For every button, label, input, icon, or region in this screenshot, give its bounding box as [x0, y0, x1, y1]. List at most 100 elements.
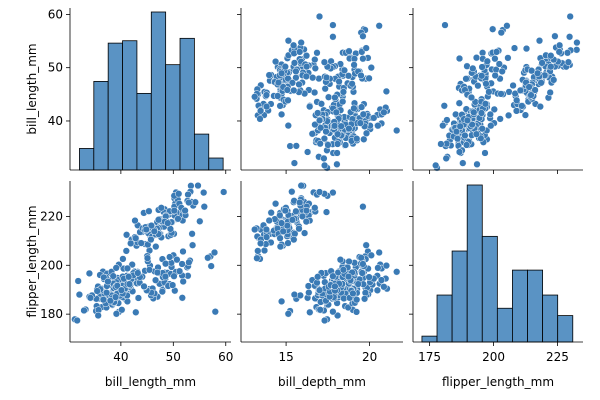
scatter-point — [491, 55, 499, 63]
scatter-point — [365, 273, 373, 281]
scatter-point — [314, 273, 322, 281]
scatter-point — [283, 86, 291, 94]
scatter-point — [367, 251, 375, 259]
scatter-point — [134, 294, 143, 302]
scatter-point — [329, 272, 337, 280]
scatter-point — [93, 287, 101, 295]
scatter-point — [537, 79, 545, 87]
scatter-point — [332, 108, 340, 116]
scatter-point — [365, 74, 373, 82]
scatter-point — [473, 160, 481, 168]
scatter-point — [210, 248, 219, 257]
scatter-point — [131, 216, 139, 225]
scatter-point — [281, 206, 289, 215]
scatter-point — [334, 130, 342, 138]
hist-bar-flipper_length_mm-6 — [512, 269, 528, 343]
scatter-point — [200, 188, 208, 197]
scatter-point — [297, 181, 305, 190]
x-axis-label-flipper_length_mm: flipper_length_mm — [442, 375, 554, 389]
hist-bar-bill_length_mm-3 — [122, 40, 138, 171]
scatter-point — [104, 277, 112, 286]
scatter-point — [288, 216, 297, 224]
scatter-point — [188, 241, 197, 249]
scatter-point — [512, 107, 521, 115]
scatter-point — [158, 287, 166, 296]
scatter-point — [188, 230, 196, 238]
scatter-point — [309, 74, 317, 82]
scatter-point — [339, 266, 348, 274]
scatter-point — [377, 276, 386, 284]
scatter-point — [316, 306, 324, 314]
scatter-point — [74, 277, 82, 285]
scatter-point — [262, 91, 271, 99]
scatter-point — [137, 239, 145, 247]
scatter-point — [256, 115, 264, 123]
hist-bar-bill_length_mm-0 — [79, 148, 95, 171]
scatter-point — [85, 269, 94, 278]
scatter-point — [393, 126, 401, 135]
scatter-point — [333, 149, 341, 157]
scatter-point — [284, 310, 292, 318]
scatter-point — [112, 264, 120, 272]
scatter-point — [142, 225, 150, 234]
scatter-point — [322, 127, 330, 136]
scatter-point — [510, 44, 519, 52]
scatter-point — [315, 286, 324, 294]
scatter-point — [573, 38, 581, 47]
scatter-point — [350, 61, 358, 69]
scatter-point — [315, 116, 324, 125]
scatter-point — [333, 140, 342, 148]
scatter-point — [271, 200, 280, 208]
scatter-point — [125, 273, 133, 281]
scatter-point — [470, 108, 478, 116]
scatter-point — [298, 212, 307, 221]
panel-flipper_length_mm-vs-flipper_length_mm: 175 200 225 — [409, 181, 583, 364]
scatter-point — [315, 12, 324, 21]
scatter-point — [122, 231, 131, 239]
scatter-point — [286, 142, 294, 150]
scatter-point — [339, 88, 348, 96]
scatter-point — [276, 242, 285, 251]
scatter-point — [111, 293, 120, 301]
x-tick-label: 175 — [418, 350, 441, 364]
scatter-point — [357, 103, 366, 111]
scatter-point — [329, 33, 337, 41]
scatter-point — [277, 110, 286, 119]
hist-bar-bill_length_mm-5 — [150, 11, 167, 171]
scatter-point — [150, 227, 158, 235]
scatter-point — [175, 267, 184, 275]
scatter-point — [276, 211, 284, 220]
scatter-point — [308, 130, 316, 138]
scatter-point — [521, 111, 530, 119]
scatter-point — [370, 114, 378, 122]
scatter-point — [256, 239, 265, 248]
x-tick-label: 40 — [113, 350, 128, 364]
scatter-point — [443, 116, 451, 124]
scatter-point — [102, 289, 111, 297]
scatter-point — [123, 264, 132, 273]
scatter-point — [555, 48, 563, 56]
scatter-point — [356, 119, 364, 127]
x-axis-label-bill_depth_mm: bill_depth_mm — [278, 375, 366, 389]
scatter-point — [128, 260, 136, 269]
scatter-point — [509, 81, 517, 90]
scatter-point — [147, 221, 156, 230]
scatter-point — [321, 85, 329, 93]
scatter-point — [456, 122, 464, 130]
scatter-point — [122, 247, 130, 255]
scatter-point — [154, 216, 163, 224]
scatter-point — [140, 282, 148, 291]
scatter-point — [373, 286, 382, 294]
scatter-point — [311, 204, 319, 212]
scatter-point — [147, 235, 155, 244]
scatter-point — [359, 203, 367, 211]
scatter-point — [498, 67, 506, 76]
scatter-point — [497, 90, 505, 98]
y-tick-label: 50 — [48, 61, 63, 75]
y-tick-label: 220 — [40, 209, 63, 223]
scatter-point — [320, 154, 328, 163]
scatter-point — [382, 261, 391, 270]
scatter-point — [317, 124, 325, 132]
scatter-point — [256, 107, 265, 115]
scatter-point — [440, 102, 448, 110]
